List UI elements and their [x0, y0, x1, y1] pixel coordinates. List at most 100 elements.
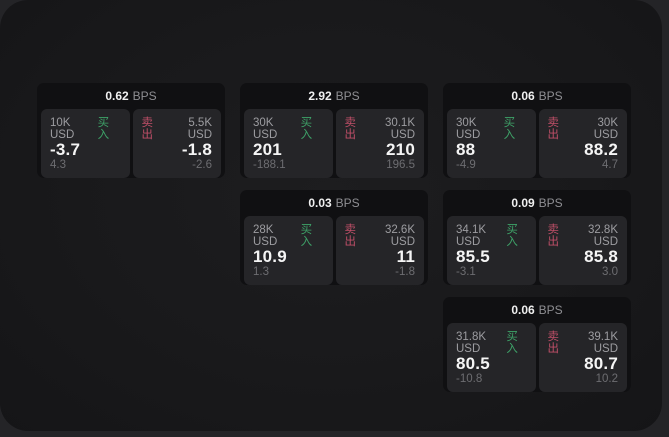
buy-label: 买入	[300, 224, 313, 248]
buy-amount: 30K USD	[253, 117, 278, 141]
buy-value: 201	[253, 140, 282, 159]
buy-value: 85.5	[456, 247, 490, 266]
sell-value: 11	[396, 247, 415, 266]
sell-label: 卖出	[141, 117, 154, 141]
quote-card: 0.06 BPS 30K USD 买入 88 -4.9 卖出 30K USD 8…	[443, 83, 631, 178]
buy-sub-value: -188.1	[253, 159, 286, 171]
sell-sub-value: 10.2	[595, 373, 618, 385]
card-header: 0.03 BPS	[240, 190, 428, 216]
sell-panel[interactable]: 卖出 30K USD 88.2 4.7	[538, 109, 627, 178]
buy-label: 买入	[506, 224, 518, 248]
buy-value: 10.9	[253, 247, 287, 266]
bps-suffix: BPS	[335, 89, 360, 103]
sell-amount: 30K USD	[593, 117, 618, 141]
bps-suffix: BPS	[335, 196, 360, 210]
sell-panel[interactable]: 卖出 32.8K USD 85.8 3.0	[538, 216, 627, 285]
sell-panel[interactable]: 卖出 30.1K USD 210 196.5	[335, 109, 424, 178]
sell-amount: 30.1K USD	[384, 117, 415, 141]
bps-value: 2.92	[308, 89, 332, 103]
bps-suffix: BPS	[538, 89, 563, 103]
buy-amount: 31.8K USD	[456, 331, 487, 355]
buy-label-row: 31.8K USD 买入	[456, 331, 527, 355]
buy-amount: 30K USD	[456, 117, 481, 141]
buy-sub-value: -4.9	[456, 159, 476, 171]
buy-value: 80.5	[456, 354, 490, 373]
sell-value: 88.2	[584, 140, 618, 159]
sell-sub-value: 196.5	[386, 159, 415, 171]
quote-card: 0.03 BPS 28K USD 买入 10.9 1.3 卖出 32.6K US…	[240, 190, 428, 285]
card-header: 0.62 BPS	[37, 83, 225, 109]
sell-panel[interactable]: 卖出 5.5K USD -1.8 -2.6	[132, 109, 221, 178]
buy-sub-value: 4.3	[50, 159, 66, 171]
quote-card: 0.62 BPS 10K USD 买入 -3.7 4.3 卖出 5.5K USD…	[37, 83, 225, 178]
card-body: 31.8K USD 买入 80.5 -10.8 卖出 39.1K USD 80.…	[443, 323, 631, 392]
sell-label-row: 卖出 30.1K USD	[345, 117, 416, 141]
bps-value: 0.06	[511, 89, 535, 103]
sell-sub-value: 3.0	[602, 266, 618, 278]
sell-label: 卖出	[344, 117, 357, 141]
card-header: 0.06 BPS	[443, 83, 631, 109]
buy-sub-value: -10.8	[456, 373, 483, 385]
sell-amount: 32.8K USD	[587, 224, 618, 248]
quote-card: 0.06 BPS 31.8K USD 买入 80.5 -10.8 卖出 39.1…	[443, 297, 631, 392]
quote-card: 2.92 BPS 30K USD 买入 201 -188.1 卖出 30.1K …	[240, 83, 428, 178]
sell-label: 卖出	[547, 117, 560, 141]
sell-amount: 39.1K USD	[587, 331, 618, 355]
buy-label-row: 30K USD 买入	[253, 117, 324, 141]
bps-suffix: BPS	[538, 303, 563, 317]
sell-label-row: 卖出 32.6K USD	[345, 224, 416, 248]
buy-label: 买入	[506, 331, 518, 355]
sell-label: 卖出	[344, 224, 357, 248]
buy-label-row: 30K USD 买入	[456, 117, 527, 141]
card-body: 28K USD 买入 10.9 1.3 卖出 32.6K USD 11 -1.8	[240, 216, 428, 285]
bps-suffix: BPS	[132, 89, 157, 103]
buy-label: 买入	[97, 117, 110, 141]
bps-value: 0.03	[308, 196, 332, 210]
sell-sub-value: -1.8	[395, 266, 415, 278]
buy-panel[interactable]: 28K USD 买入 10.9 1.3	[244, 216, 333, 285]
buy-sub-value: 1.3	[253, 266, 269, 278]
bps-value: 0.62	[105, 89, 129, 103]
buy-sub-value: -3.1	[456, 266, 476, 278]
buy-label-row: 28K USD 买入	[253, 224, 324, 248]
sell-panel[interactable]: 卖出 39.1K USD 80.7 10.2	[538, 323, 627, 392]
sell-value: -1.8	[181, 140, 212, 159]
bps-value: 0.09	[511, 196, 535, 210]
card-body: 30K USD 买入 201 -188.1 卖出 30.1K USD 210 1…	[240, 109, 428, 178]
sell-value: 80.7	[584, 354, 618, 373]
buy-amount: 28K USD	[253, 224, 278, 248]
sell-value: 210	[386, 140, 415, 159]
buy-amount: 34.1K USD	[456, 224, 487, 248]
card-header: 0.09 BPS	[443, 190, 631, 216]
sell-amount: 32.6K USD	[384, 224, 415, 248]
buy-panel[interactable]: 10K USD 买入 -3.7 4.3	[41, 109, 130, 178]
buy-panel[interactable]: 30K USD 买入 201 -188.1	[244, 109, 333, 178]
card-body: 34.1K USD 买入 85.5 -3.1 卖出 32.8K USD 85.8…	[443, 216, 631, 285]
trading-panel: 0.62 BPS 10K USD 买入 -3.7 4.3 卖出 5.5K USD…	[0, 0, 662, 431]
sell-sub-value: 4.7	[602, 159, 618, 171]
bps-value: 0.06	[511, 303, 535, 317]
buy-label: 买入	[503, 117, 516, 141]
sell-label-row: 卖出 32.8K USD	[548, 224, 619, 248]
buy-label-row: 10K USD 买入	[50, 117, 121, 141]
sell-sub-value: -2.6	[192, 159, 212, 171]
buy-label-row: 34.1K USD 买入	[456, 224, 527, 248]
sell-value: 85.8	[584, 247, 618, 266]
sell-label-row: 卖出 5.5K USD	[142, 117, 213, 141]
buy-panel[interactable]: 30K USD 买入 88 -4.9	[447, 109, 536, 178]
buy-panel[interactable]: 34.1K USD 买入 85.5 -3.1	[447, 216, 536, 285]
buy-panel[interactable]: 31.8K USD 买入 80.5 -10.8	[447, 323, 536, 392]
sell-amount: 5.5K USD	[187, 117, 212, 141]
sell-label: 卖出	[547, 331, 560, 355]
sell-panel[interactable]: 卖出 32.6K USD 11 -1.8	[335, 216, 424, 285]
sell-label-row: 卖出 30K USD	[548, 117, 619, 141]
buy-label: 买入	[300, 117, 313, 141]
card-body: 10K USD 买入 -3.7 4.3 卖出 5.5K USD -1.8 -2.…	[37, 109, 225, 178]
card-header: 2.92 BPS	[240, 83, 428, 109]
buy-amount: 10K USD	[50, 117, 75, 141]
quote-card: 0.09 BPS 34.1K USD 买入 85.5 -3.1 卖出 32.8K…	[443, 190, 631, 285]
sell-label: 卖出	[547, 224, 560, 248]
cards-grid: 0.62 BPS 10K USD 买入 -3.7 4.3 卖出 5.5K USD…	[37, 83, 631, 392]
buy-value: 88	[456, 140, 476, 159]
buy-value: -3.7	[50, 140, 81, 159]
